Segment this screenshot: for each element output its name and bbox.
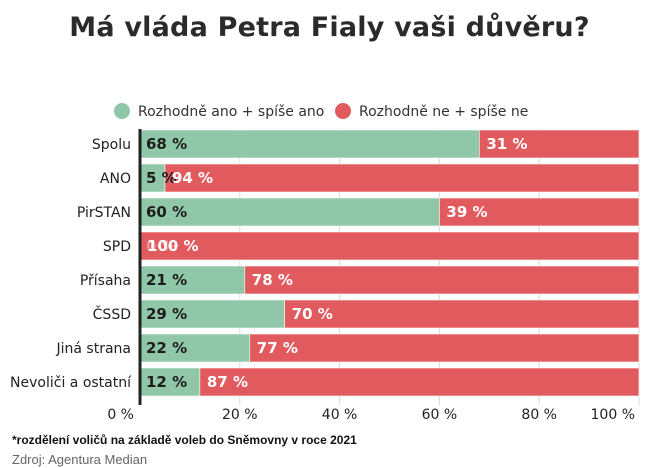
chart-title: Má vláda Petra Fialy vaši důvěru? [69, 12, 590, 43]
legend-label-no: Rozhodně ne + spíše ne [359, 104, 528, 120]
bar-segment-no [479, 129, 640, 159]
data-label-no: 39 % [446, 203, 487, 221]
legend-label-yes: Rozhodně ano + spíše ano [138, 104, 324, 120]
data-label-yes: 68 % [146, 135, 187, 153]
bar-segment-no [164, 163, 640, 193]
bar-segment-yes [139, 163, 166, 193]
bar-segment-no [139, 231, 640, 261]
data-label-yes: 60 % [146, 203, 187, 221]
data-label-yes: 29 % [146, 305, 187, 323]
x-tick-label: 80 % [521, 407, 557, 423]
category-label: Spolu [92, 137, 131, 153]
bar-segment-no [439, 197, 640, 227]
category-label: Jiná strana [56, 341, 132, 357]
bar-segment-no [199, 367, 640, 397]
bar-segment-yes [139, 265, 246, 295]
x-tick-label: 20 % [222, 407, 258, 423]
x-tick-label: 40 % [322, 407, 358, 423]
footnote: *rozdělení voličů na základě voleb do Sn… [12, 433, 357, 447]
bar-segment-no [284, 299, 640, 329]
data-label-no: 70 % [292, 305, 333, 323]
legend-marker-yes [114, 103, 130, 119]
data-label-no: 100 % [147, 237, 199, 255]
category-label: PirSTAN [77, 205, 131, 221]
source-note: Zdroj: Agentura Median [12, 452, 148, 467]
category-label: Nevoliči a ostatní [10, 375, 132, 391]
data-label-yes: 12 % [146, 373, 187, 391]
data-label-yes: 22 % [146, 339, 187, 357]
data-label-no: 78 % [252, 271, 293, 289]
data-label-yes: 0 % [146, 237, 177, 255]
category-label: ANO [100, 171, 131, 187]
bar-segment-yes [139, 129, 480, 159]
category-label: Přísaha [80, 273, 131, 289]
stacked-bar-chart: Rozhodně ano + spíše ano Rozhodně ne + sp… [10, 103, 640, 423]
x-tick-label: 0 % [107, 407, 134, 423]
data-label-no: 77 % [257, 339, 298, 357]
data-label-yes: 21 % [146, 271, 187, 289]
x-tick-label: 100 % [591, 407, 635, 423]
bar-segment-no [249, 333, 640, 363]
x-tick-label: 60 % [422, 407, 458, 423]
category-label: ČSSD [93, 305, 131, 323]
data-label-no: 31 % [486, 135, 527, 153]
data-label-yes: 5 % [146, 169, 177, 187]
category-label: SPD [103, 239, 131, 255]
legend-marker-no [335, 103, 351, 119]
bar-segment-no [244, 265, 640, 295]
data-label-no: 87 % [207, 373, 248, 391]
data-label-no: 94 % [172, 169, 213, 187]
